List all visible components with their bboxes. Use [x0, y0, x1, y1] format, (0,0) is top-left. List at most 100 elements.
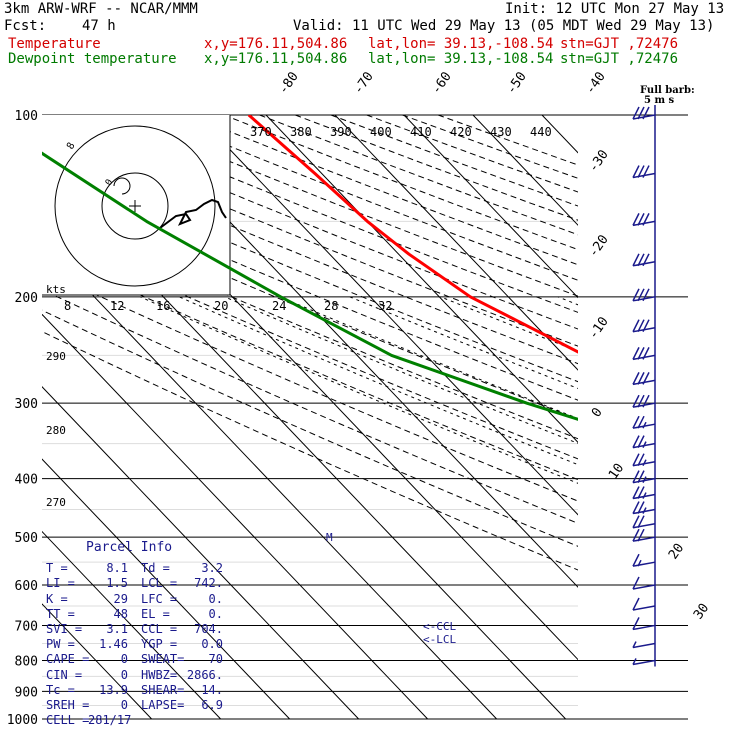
dry-adiabats [42, 115, 578, 571]
barb-full [637, 435, 645, 448]
parcel-key: K = [46, 591, 68, 606]
barb-full [637, 501, 645, 514]
barb-shaft [632, 605, 656, 611]
parcel-value: 0 [120, 667, 128, 682]
wind-barb [632, 453, 656, 467]
barb-full [637, 528, 645, 542]
wind-barb [632, 553, 656, 567]
wind-barb [632, 486, 656, 500]
parcel-value: 0 [120, 652, 128, 667]
barb-full [632, 597, 640, 611]
parcel-info-title: Parcel Info [86, 540, 173, 555]
wind-barb [632, 106, 656, 120]
isotherm-label: 10 [606, 461, 627, 482]
barb-shaft [632, 561, 656, 567]
isotherm-label: 0 [589, 405, 606, 420]
temperature-point [314, 172, 316, 175]
parcel-value: 0.0 [201, 637, 223, 652]
parcel-value [183, 713, 223, 728]
barb-full [632, 453, 640, 467]
wind-barb [632, 347, 656, 361]
parcel-value: 1.5 [106, 576, 128, 591]
init-time: Init: 12 UTC Mon 27 May 13 [505, 1, 725, 17]
barb-half [637, 559, 642, 567]
parcel-key: YGP = [141, 637, 178, 652]
barb-half [632, 641, 637, 648]
theta-side-label: 280 [46, 424, 66, 437]
dry-adiabat [42, 249, 578, 481]
barb-full [642, 106, 650, 120]
dry-adiabat [42, 269, 578, 502]
isotherm-line [472, 115, 578, 226]
isotherm-line [403, 115, 578, 299]
wind-barb [632, 288, 656, 302]
isotherm-line [196, 115, 578, 516]
parcel-info-panel: Parcel Info T = 8.1 Td = 3.2 LI = 1.5 LCL = 742… [46, 540, 236, 735]
parcel-value: 48 [113, 606, 128, 621]
isotherm-line [611, 115, 740, 719]
pressure-label: 400 [15, 473, 38, 488]
barb-full [637, 288, 645, 302]
isotherm-line [42, 530, 222, 720]
parcel-row: T = 8.1 Td = 3.2 [46, 561, 236, 576]
wind-barb [632, 165, 656, 179]
dewpoint-profile [42, 151, 578, 421]
parcel-key: LFC = [141, 591, 178, 606]
parcel-key: T = [46, 561, 68, 576]
moist-adiabat [557, 296, 578, 306]
parcel-key: CAPE = [46, 652, 90, 667]
hodograph: 8 0 [42, 115, 231, 296]
wind-barb [632, 658, 656, 666]
wind-barb [632, 253, 656, 267]
parcel-value: 13.9 [99, 682, 128, 697]
parcel-value: 6.9 [201, 698, 223, 713]
barb-full [632, 106, 640, 120]
barb-full [632, 253, 640, 267]
parcel-row: CAPE = 0 SWEAT= 70 [46, 652, 236, 667]
pressure-label: 1000 [7, 713, 38, 728]
barb-shaft [632, 522, 656, 529]
forecast-label: Fcst: [4, 18, 47, 34]
barb-full [632, 486, 640, 499]
xy-coords-1: x,y=176.11,504.86 [204, 36, 348, 52]
moist-adiabat [279, 296, 578, 420]
barb-full [632, 394, 640, 408]
latlon-2: lat,lon= 39.13,-108.54 [368, 51, 554, 67]
barb-half [642, 421, 647, 429]
dewpoint-point [526, 402, 528, 405]
barb-full [637, 394, 645, 408]
wind-barb [632, 515, 656, 529]
wind-barb [632, 617, 656, 631]
dry-adiabat [42, 330, 578, 571]
barb-note-1: Full barb: [640, 85, 695, 96]
barb-full [632, 415, 640, 429]
wind-barb [632, 415, 656, 429]
barb-shaft [632, 536, 656, 542]
barb-full [632, 501, 640, 514]
parcel-row: K = 29 LFC = 0. [46, 592, 236, 607]
parcel-key: TT = [46, 606, 75, 621]
isotherm-line [334, 115, 578, 371]
wind-barbs [632, 105, 656, 667]
parcel-key: HWBZ= [141, 667, 178, 682]
isotherm-line [265, 115, 578, 444]
pressure-label: 800 [15, 654, 38, 669]
parcel-value: 3.1 [106, 622, 128, 637]
wind-barb [632, 597, 656, 611]
theta-label: 380 [290, 125, 312, 139]
dry-adiabat [187, 115, 578, 266]
station-1: stn=GJT ,72476 [560, 36, 679, 52]
barb-full [637, 106, 645, 120]
dry-adiabat [330, 115, 578, 207]
parcel-key: CIN = [46, 667, 83, 682]
moist-adiabat [139, 296, 578, 484]
barb-half [642, 459, 647, 467]
wind-barb [632, 641, 656, 649]
temperature-point [408, 253, 410, 255]
wind-barb [632, 372, 656, 386]
parcel-row: TT = 48 EL = 0. [46, 607, 236, 622]
hodograph-speed-tick: 28 [324, 299, 338, 313]
isotherm-label: -80 [276, 69, 302, 97]
parcel-row: SREH = 0 LAPSE= 6.9 [46, 698, 236, 713]
